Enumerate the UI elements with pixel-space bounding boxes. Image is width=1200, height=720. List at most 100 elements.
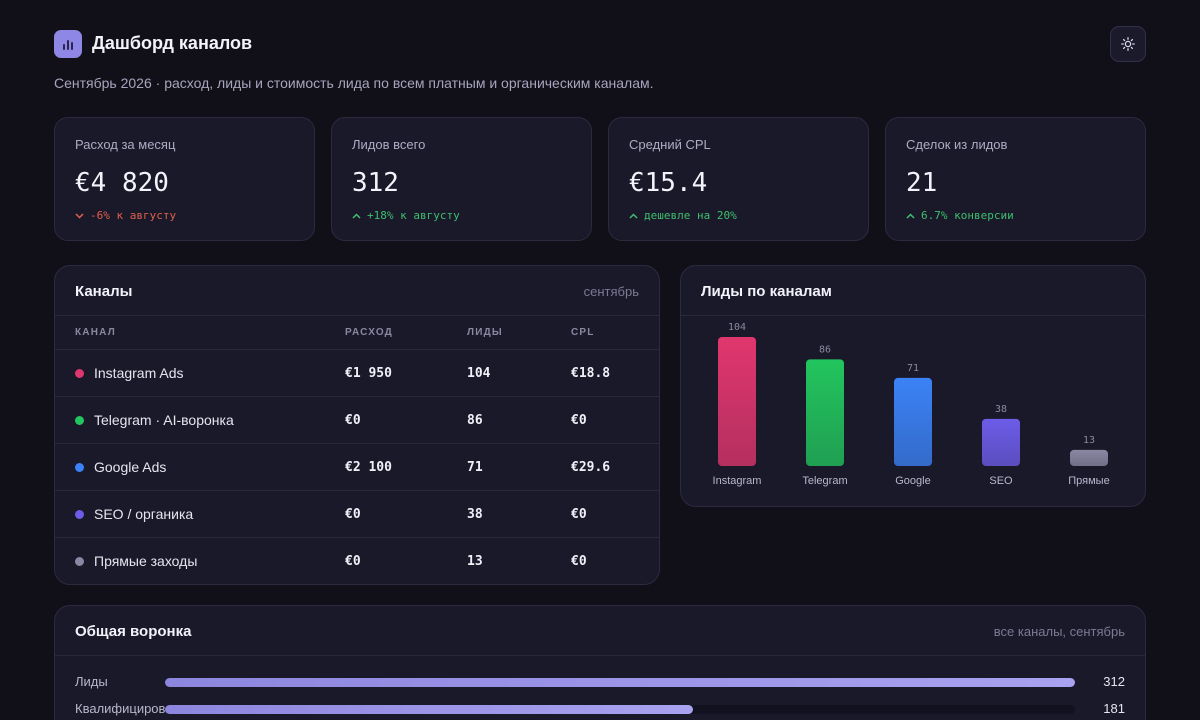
panel-header: Лиды по каналам — [681, 266, 1145, 316]
channel-spend: €2 100 — [345, 460, 392, 475]
funnel-bar-fill — [165, 678, 1075, 687]
chart-bar[interactable] — [1070, 449, 1108, 466]
chart-bar[interactable] — [806, 359, 844, 466]
chart-bar[interactable] — [894, 377, 932, 466]
chart-value-label: 86 — [819, 344, 831, 355]
column-header-leads[interactable]: ЛИДЫ — [467, 327, 503, 338]
channel-cpl: €0 — [571, 554, 587, 569]
channels-panel: Каналы сентябрь КАНАЛ РАСХОД ЛИДЫ CPL In… — [54, 265, 660, 585]
table-row[interactable]: Прямые заходы €0 13 €0 — [55, 538, 659, 584]
kpi-delta: -6% к августу — [75, 209, 176, 222]
panel-header: Общая воронка все каналы, сентябрь — [55, 606, 1145, 656]
channel-leads: 38 — [467, 507, 483, 522]
channel-name: Прямые заходы — [94, 553, 198, 569]
page-subtitle: Сентябрь 2026 · расход, лиды и стоимость… — [54, 75, 654, 91]
funnel-bar-track — [165, 705, 1075, 714]
chart-category-label: SEO — [989, 475, 1013, 487]
kpi-delta-text: дешевле на 20% — [644, 209, 737, 222]
kpi-label: Сделок из лидов — [906, 137, 1008, 152]
theme-toggle-button[interactable] — [1110, 26, 1146, 62]
kpi-label: Средний CPL — [629, 137, 711, 152]
kpi-delta-text: 6.7% конверсии — [921, 209, 1014, 222]
table-row[interactable]: Instagram Ads €1 950 104 €18.8 — [55, 350, 659, 397]
table-body: Instagram Ads €1 950 104 €18.8 Telegram … — [55, 350, 659, 584]
kpi-card-deals: Сделок из лидов 21 6.7% конверсии — [885, 117, 1146, 241]
channel-color-dot — [75, 416, 84, 425]
kpi-value: €4 820 — [75, 168, 169, 198]
chevron-up-icon — [352, 212, 361, 219]
leads-bar-chart: 104 Instagram 86 Telegram 71 Google 38 SEO 13 Пря… — [713, 322, 1110, 487]
kpi-card-leads: Лидов всего 312 +18% к августу — [331, 117, 592, 241]
kpi-label: Лидов всего — [352, 137, 426, 152]
channel-cpl: €29.6 — [571, 460, 611, 475]
panel-meta: все каналы, сентябрь — [993, 624, 1125, 639]
leads-chart-panel: Лиды по каналам 104 Instagram 86 Telegram 71… — [680, 265, 1146, 507]
funnel-step: Лиды 312 — [55, 670, 1145, 694]
kpi-card-cpl: Средний CPL €15.4 дешевле на 20% — [608, 117, 869, 241]
channel-leads: 71 — [467, 460, 483, 475]
chart-value-label: 104 — [728, 322, 746, 333]
chart-bar[interactable] — [718, 337, 756, 466]
channel-spend: €0 — [345, 507, 361, 522]
kpi-delta: дешевле на 20% — [629, 209, 737, 222]
chevron-up-icon — [906, 212, 915, 219]
panel-title: Каналы — [75, 283, 133, 300]
kpi-value: 21 — [906, 168, 938, 198]
table-row[interactable]: Google Ads €2 100 71 €29.6 — [55, 444, 659, 491]
chevron-up-icon — [629, 212, 638, 219]
channel-name: SEO / органика — [94, 506, 194, 522]
panel-header: Каналы сентябрь — [55, 266, 659, 316]
table-header: КАНАЛ РАСХОД ЛИДЫ CPL — [55, 316, 659, 350]
table-row[interactable]: SEO / органика €0 38 €0 — [55, 491, 659, 538]
chevron-down-icon — [75, 212, 84, 219]
kpi-delta: 6.7% конверсии — [906, 209, 1014, 222]
panel-title: Лиды по каналам — [701, 283, 832, 300]
channel-spend: €1 950 — [345, 366, 392, 381]
chart-category-label: Прямые — [1068, 475, 1109, 487]
channel-leads: 86 — [467, 413, 483, 428]
kpi-delta-text: -6% к августу — [90, 209, 177, 222]
channel-name: Google Ads — [94, 459, 167, 475]
channel-cpl: €0 — [571, 507, 587, 522]
chart-value-label: 13 — [1083, 435, 1095, 446]
channel-cpl: €18.8 — [571, 366, 611, 381]
chart-category-label: Telegram — [802, 475, 847, 487]
channel-spend: €0 — [345, 413, 361, 428]
funnel-step-value: 312 — [1103, 674, 1125, 689]
funnel-bar-track — [165, 678, 1075, 687]
channel-color-dot — [75, 557, 84, 566]
chart-category-label: Google — [895, 475, 930, 487]
kpi-label: Расход за месяц — [75, 137, 176, 152]
chart-category-label: Instagram — [713, 475, 762, 487]
kpi-delta-text: +18% к августу — [367, 209, 460, 222]
panel-meta: сентябрь — [583, 284, 639, 299]
channel-leads: 104 — [467, 366, 491, 381]
channel-spend: €0 — [345, 554, 361, 569]
kpi-value: €15.4 — [629, 168, 708, 198]
column-header-cpl[interactable]: CPL — [571, 327, 595, 338]
panel-title: Общая воронка — [75, 623, 192, 640]
funnel-panel: Общая воронка все каналы, сентябрь Лиды … — [54, 605, 1146, 720]
channel-color-dot — [75, 369, 84, 378]
bar-chart-icon — [54, 30, 82, 58]
table-row[interactable]: Telegram · AI-воронка €0 86 €0 — [55, 397, 659, 444]
channel-leads: 13 — [467, 554, 483, 569]
channel-color-dot — [75, 510, 84, 519]
app-title: Дашборд каналов — [92, 33, 253, 53]
funnel-step-label: Квалифицирова — [75, 701, 173, 716]
channel-cpl: €0 — [571, 413, 587, 428]
chart-value-label: 71 — [907, 363, 919, 374]
column-header-spend[interactable]: РАСХОД — [345, 327, 393, 338]
funnel-step-label: Лиды — [75, 674, 108, 689]
sun-icon — [1121, 37, 1135, 51]
kpi-card-spend: Расход за месяц €4 820 -6% к августу — [54, 117, 315, 241]
chart-bar[interactable] — [982, 418, 1020, 466]
kpi-value: 312 — [352, 168, 399, 198]
funnel-bar-fill — [165, 705, 693, 714]
chart-value-label: 38 — [995, 404, 1007, 415]
channel-name: Instagram Ads — [94, 365, 184, 381]
funnel-step: Квалифицирова 181 — [55, 697, 1145, 720]
column-header-channel[interactable]: КАНАЛ — [75, 327, 116, 338]
funnel-step-value: 181 — [1103, 701, 1125, 716]
kpi-delta: +18% к августу — [352, 209, 460, 222]
